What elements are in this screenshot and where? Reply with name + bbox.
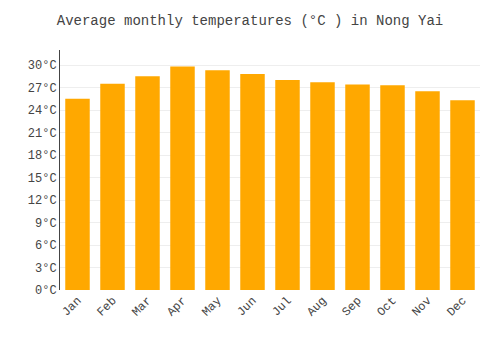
svg-text:0°C: 0°C bbox=[35, 284, 57, 298]
svg-text:6°C: 6°C bbox=[35, 239, 57, 253]
svg-text:18°C: 18°C bbox=[28, 149, 57, 163]
svg-text:Mar: Mar bbox=[129, 294, 154, 319]
svg-text:Dec: Dec bbox=[444, 294, 469, 319]
svg-text:27°C: 27°C bbox=[28, 82, 57, 96]
svg-text:24°C: 24°C bbox=[28, 104, 57, 118]
svg-text:15°C: 15°C bbox=[28, 172, 57, 186]
svg-text:Sep: Sep bbox=[339, 294, 364, 319]
svg-text:12°C: 12°C bbox=[28, 194, 57, 208]
svg-text:Aug: Aug bbox=[304, 294, 329, 319]
svg-text:3°C: 3°C bbox=[35, 262, 57, 276]
svg-text:May: May bbox=[199, 294, 224, 319]
svg-text:Feb: Feb bbox=[94, 294, 119, 319]
svg-text:Oct: Oct bbox=[374, 294, 399, 319]
svg-text:30°C: 30°C bbox=[28, 59, 57, 73]
svg-text:Jul: Jul bbox=[269, 294, 294, 319]
svg-text:Apr: Apr bbox=[164, 294, 189, 319]
svg-text:Average monthly temperatures (: Average monthly temperatures (°C ) in No… bbox=[57, 13, 443, 29]
svg-text:9°C: 9°C bbox=[35, 217, 57, 231]
svg-text:Nov: Nov bbox=[409, 294, 434, 319]
svg-text:21°C: 21°C bbox=[28, 127, 57, 141]
svg-text:Jan: Jan bbox=[59, 294, 84, 319]
svg-text:Jun: Jun bbox=[234, 294, 259, 319]
